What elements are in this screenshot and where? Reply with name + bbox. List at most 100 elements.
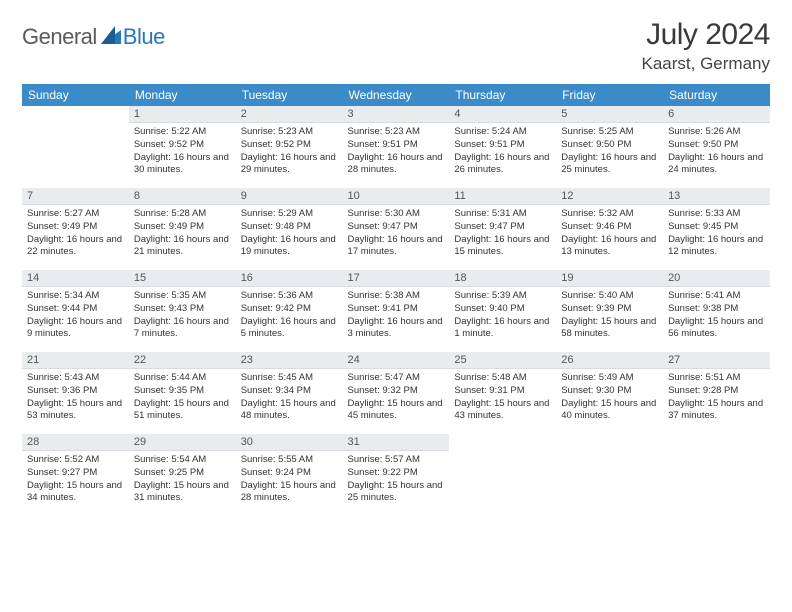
day-number: 11 bbox=[449, 188, 556, 205]
calendar-day-cell: 30Sunrise: 5:55 AMSunset: 9:24 PMDayligh… bbox=[236, 434, 343, 516]
day-number: 6 bbox=[663, 106, 770, 123]
calendar-page: General Blue July 2024 Kaarst, Germany S… bbox=[0, 0, 792, 526]
sunrise-text: Sunrise: 5:33 AM bbox=[668, 208, 765, 221]
day-details: Sunrise: 5:52 AMSunset: 9:27 PMDaylight:… bbox=[22, 451, 129, 507]
calendar-day-cell: 8 Sunrise: 5:28 AMSunset: 9:49 PMDaylight… bbox=[129, 188, 236, 270]
day-number: 8 bbox=[129, 188, 236, 205]
day-details: Sunrise: 5:51 AMSunset: 9:28 PMDaylight:… bbox=[663, 369, 770, 425]
day-details: Sunrise: 5:24 AMSunset: 9:51 PMDaylight:… bbox=[449, 123, 556, 179]
day-number: 3 bbox=[343, 106, 450, 123]
daylight-text: Daylight: 16 hours and 22 minutes. bbox=[27, 234, 124, 260]
daylight-text: Daylight: 16 hours and 7 minutes. bbox=[134, 316, 231, 342]
daylight-text: Daylight: 16 hours and 19 minutes. bbox=[241, 234, 338, 260]
sunset-text: Sunset: 9:51 PM bbox=[454, 139, 551, 152]
sunrise-text: Sunrise: 5:45 AM bbox=[241, 372, 338, 385]
sunrise-text: Sunrise: 5:43 AM bbox=[27, 372, 124, 385]
daylight-text: Daylight: 15 hours and 25 minutes. bbox=[348, 480, 445, 506]
day-details: Sunrise: 5:48 AMSunset: 9:31 PMDaylight:… bbox=[449, 369, 556, 425]
day-number: 24 bbox=[343, 352, 450, 369]
day-details: Sunrise: 5:23 AMSunset: 9:51 PMDaylight:… bbox=[343, 123, 450, 179]
daylight-text: Daylight: 15 hours and 40 minutes. bbox=[561, 398, 658, 424]
day-number: 1 bbox=[129, 106, 236, 123]
day-number: 7 bbox=[22, 188, 129, 205]
sunset-text: Sunset: 9:40 PM bbox=[454, 303, 551, 316]
day-details: Sunrise: 5:49 AMSunset: 9:30 PMDaylight:… bbox=[556, 369, 663, 425]
day-details: Sunrise: 5:25 AMSunset: 9:50 PMDaylight:… bbox=[556, 123, 663, 179]
day-details: Sunrise: 5:31 AMSunset: 9:47 PMDaylight:… bbox=[449, 205, 556, 261]
brand-part2: Blue bbox=[123, 24, 165, 50]
calendar-day-cell: 6Sunrise: 5:26 AMSunset: 9:50 PMDaylight… bbox=[663, 106, 770, 188]
daylight-text: Daylight: 15 hours and 28 minutes. bbox=[241, 480, 338, 506]
sunset-text: Sunset: 9:49 PM bbox=[134, 221, 231, 234]
sunrise-text: Sunrise: 5:48 AM bbox=[454, 372, 551, 385]
day-details: Sunrise: 5:30 AMSunset: 9:47 PMDaylight:… bbox=[343, 205, 450, 261]
daylight-text: Daylight: 16 hours and 12 minutes. bbox=[668, 234, 765, 260]
day-details: Sunrise: 5:32 AMSunset: 9:46 PMDaylight:… bbox=[556, 205, 663, 261]
daylight-text: Daylight: 16 hours and 21 minutes. bbox=[134, 234, 231, 260]
day-number: 16 bbox=[236, 270, 343, 287]
sunrise-text: Sunrise: 5:26 AM bbox=[668, 126, 765, 139]
day-number: 26 bbox=[556, 352, 663, 369]
day-number: 20 bbox=[663, 270, 770, 287]
calendar-day-cell: 22Sunrise: 5:44 AMSunset: 9:35 PMDayligh… bbox=[129, 352, 236, 434]
calendar-day-cell bbox=[556, 434, 663, 516]
day-details: Sunrise: 5:45 AMSunset: 9:34 PMDaylight:… bbox=[236, 369, 343, 425]
sunrise-text: Sunrise: 5:31 AM bbox=[454, 208, 551, 221]
calendar-table: SundayMondayTuesdayWednesdayThursdayFrid… bbox=[22, 84, 770, 516]
daylight-text: Daylight: 16 hours and 25 minutes. bbox=[561, 152, 658, 178]
brand-part1: General bbox=[22, 24, 97, 50]
sunset-text: Sunset: 9:39 PM bbox=[561, 303, 658, 316]
daylight-text: Daylight: 16 hours and 29 minutes. bbox=[241, 152, 338, 178]
day-number: 2 bbox=[236, 106, 343, 123]
calendar-week-row: 7Sunrise: 5:27 AMSunset: 9:49 PMDaylight… bbox=[22, 188, 770, 270]
daylight-text: Daylight: 16 hours and 15 minutes. bbox=[454, 234, 551, 260]
day-details: Sunrise: 5:34 AMSunset: 9:44 PMDaylight:… bbox=[22, 287, 129, 343]
day-details: Sunrise: 5:26 AMSunset: 9:50 PMDaylight:… bbox=[663, 123, 770, 179]
brand-mark-icon bbox=[101, 26, 121, 49]
day-number: 29 bbox=[129, 434, 236, 451]
day-details: Sunrise: 5:38 AMSunset: 9:41 PMDaylight:… bbox=[343, 287, 450, 343]
sunset-text: Sunset: 9:27 PM bbox=[27, 467, 124, 480]
calendar-day-cell: 13Sunrise: 5:33 AMSunset: 9:45 PMDayligh… bbox=[663, 188, 770, 270]
sunrise-text: Sunrise: 5:47 AM bbox=[348, 372, 445, 385]
weekday-header: Sunday bbox=[22, 84, 129, 106]
day-number: 30 bbox=[236, 434, 343, 451]
sunrise-text: Sunrise: 5:22 AM bbox=[134, 126, 231, 139]
weekday-header: Thursday bbox=[449, 84, 556, 106]
sunset-text: Sunset: 9:52 PM bbox=[241, 139, 338, 152]
day-number: 31 bbox=[343, 434, 450, 451]
sunset-text: Sunset: 9:43 PM bbox=[134, 303, 231, 316]
sunrise-text: Sunrise: 5:36 AM bbox=[241, 290, 338, 303]
calendar-day-cell: 3Sunrise: 5:23 AMSunset: 9:51 PMDaylight… bbox=[343, 106, 450, 188]
daylight-text: Daylight: 16 hours and 3 minutes. bbox=[348, 316, 445, 342]
day-number: 12 bbox=[556, 188, 663, 205]
calendar-week-row: 1Sunrise: 5:22 AMSunset: 9:52 PMDaylight… bbox=[22, 106, 770, 188]
calendar-day-cell: 26Sunrise: 5:49 AMSunset: 9:30 PMDayligh… bbox=[556, 352, 663, 434]
daylight-text: Daylight: 16 hours and 24 minutes. bbox=[668, 152, 765, 178]
header: General Blue July 2024 Kaarst, Germany bbox=[22, 18, 770, 74]
day-details: Sunrise: 5:47 AMSunset: 9:32 PMDaylight:… bbox=[343, 369, 450, 425]
sunrise-text: Sunrise: 5:55 AM bbox=[241, 454, 338, 467]
calendar-day-cell: 5Sunrise: 5:25 AMSunset: 9:50 PMDaylight… bbox=[556, 106, 663, 188]
calendar-day-cell: 15Sunrise: 5:35 AMSunset: 9:43 PMDayligh… bbox=[129, 270, 236, 352]
day-number: 4 bbox=[449, 106, 556, 123]
weekday-header: Wednesday bbox=[343, 84, 450, 106]
calendar-day-cell: 29Sunrise: 5:54 AMSunset: 9:25 PMDayligh… bbox=[129, 434, 236, 516]
sunset-text: Sunset: 9:36 PM bbox=[27, 385, 124, 398]
daylight-text: Daylight: 15 hours and 45 minutes. bbox=[348, 398, 445, 424]
calendar-day-cell bbox=[22, 106, 129, 188]
day-details: Sunrise: 5:44 AMSunset: 9:35 PMDaylight:… bbox=[129, 369, 236, 425]
daylight-text: Daylight: 16 hours and 1 minute. bbox=[454, 316, 551, 342]
weekday-row: SundayMondayTuesdayWednesdayThursdayFrid… bbox=[22, 84, 770, 106]
day-details: Sunrise: 5:29 AMSunset: 9:48 PMDaylight:… bbox=[236, 205, 343, 261]
day-number: 27 bbox=[663, 352, 770, 369]
weekday-header: Monday bbox=[129, 84, 236, 106]
calendar-day-cell: 23Sunrise: 5:45 AMSunset: 9:34 PMDayligh… bbox=[236, 352, 343, 434]
calendar-day-cell: 9Sunrise: 5:29 AMSunset: 9:48 PMDaylight… bbox=[236, 188, 343, 270]
calendar-day-cell: 17Sunrise: 5:38 AMSunset: 9:41 PMDayligh… bbox=[343, 270, 450, 352]
sunrise-text: Sunrise: 5:23 AM bbox=[241, 126, 338, 139]
day-details: Sunrise: 5:55 AMSunset: 9:24 PMDaylight:… bbox=[236, 451, 343, 507]
day-number: 28 bbox=[22, 434, 129, 451]
daylight-text: Daylight: 16 hours and 28 minutes. bbox=[348, 152, 445, 178]
sunrise-text: Sunrise: 5:28 AM bbox=[134, 208, 231, 221]
